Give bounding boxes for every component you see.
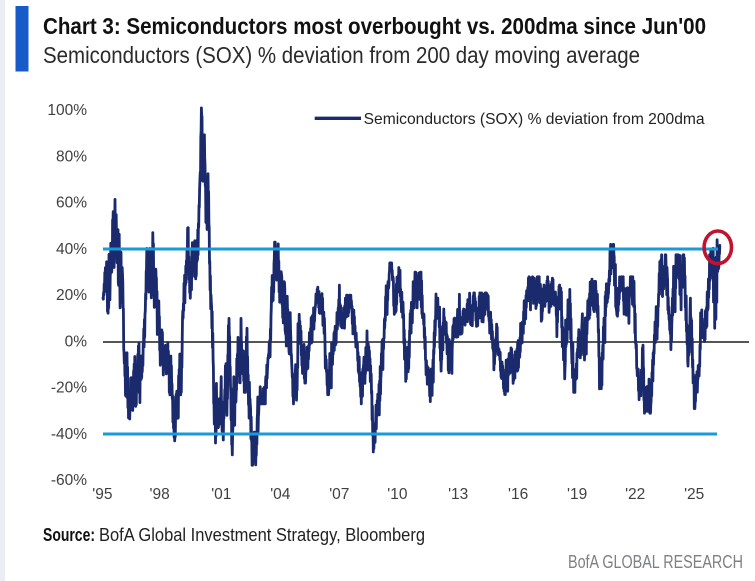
svg-text:'95: '95 — [92, 486, 112, 503]
svg-text:'98: '98 — [149, 486, 169, 503]
svg-text:-40%: -40% — [51, 426, 87, 443]
svg-text:'01: '01 — [211, 486, 231, 503]
svg-text:BofA GLOBAL RESEARCH: BofA GLOBAL RESEARCH — [568, 552, 743, 572]
svg-text:'19: '19 — [567, 486, 587, 503]
svg-text:BofA Global Investment Strateg: BofA Global Investment Strategy, Bloombe… — [99, 525, 425, 545]
svg-text:Chart 3: Semiconductors most o: Chart 3: Semiconductors most overbought … — [43, 13, 706, 39]
svg-text:0%: 0% — [65, 333, 88, 350]
svg-text:'25: '25 — [684, 486, 704, 503]
svg-text:'16: '16 — [508, 486, 528, 503]
svg-text:'10: '10 — [387, 486, 408, 503]
svg-text:40%: 40% — [56, 241, 87, 258]
svg-text:100%: 100% — [47, 102, 87, 119]
svg-text:'22: '22 — [625, 486, 645, 503]
svg-text:20%: 20% — [56, 287, 87, 304]
svg-text:60%: 60% — [56, 195, 87, 212]
svg-text:'04: '04 — [270, 486, 291, 503]
svg-text:-20%: -20% — [51, 380, 87, 397]
svg-text:'07: '07 — [329, 486, 349, 503]
svg-text:80%: 80% — [56, 148, 87, 165]
svg-text:-60%: -60% — [51, 472, 87, 489]
svg-text:Semiconductors (SOX) % deviati: Semiconductors (SOX) % deviation from 20… — [364, 111, 705, 128]
svg-text:Source:: Source: — [43, 525, 95, 545]
svg-text:'13: '13 — [448, 486, 468, 503]
svg-text:Semiconductors (SOX) % deviati: Semiconductors (SOX) % deviation from 20… — [43, 42, 640, 68]
